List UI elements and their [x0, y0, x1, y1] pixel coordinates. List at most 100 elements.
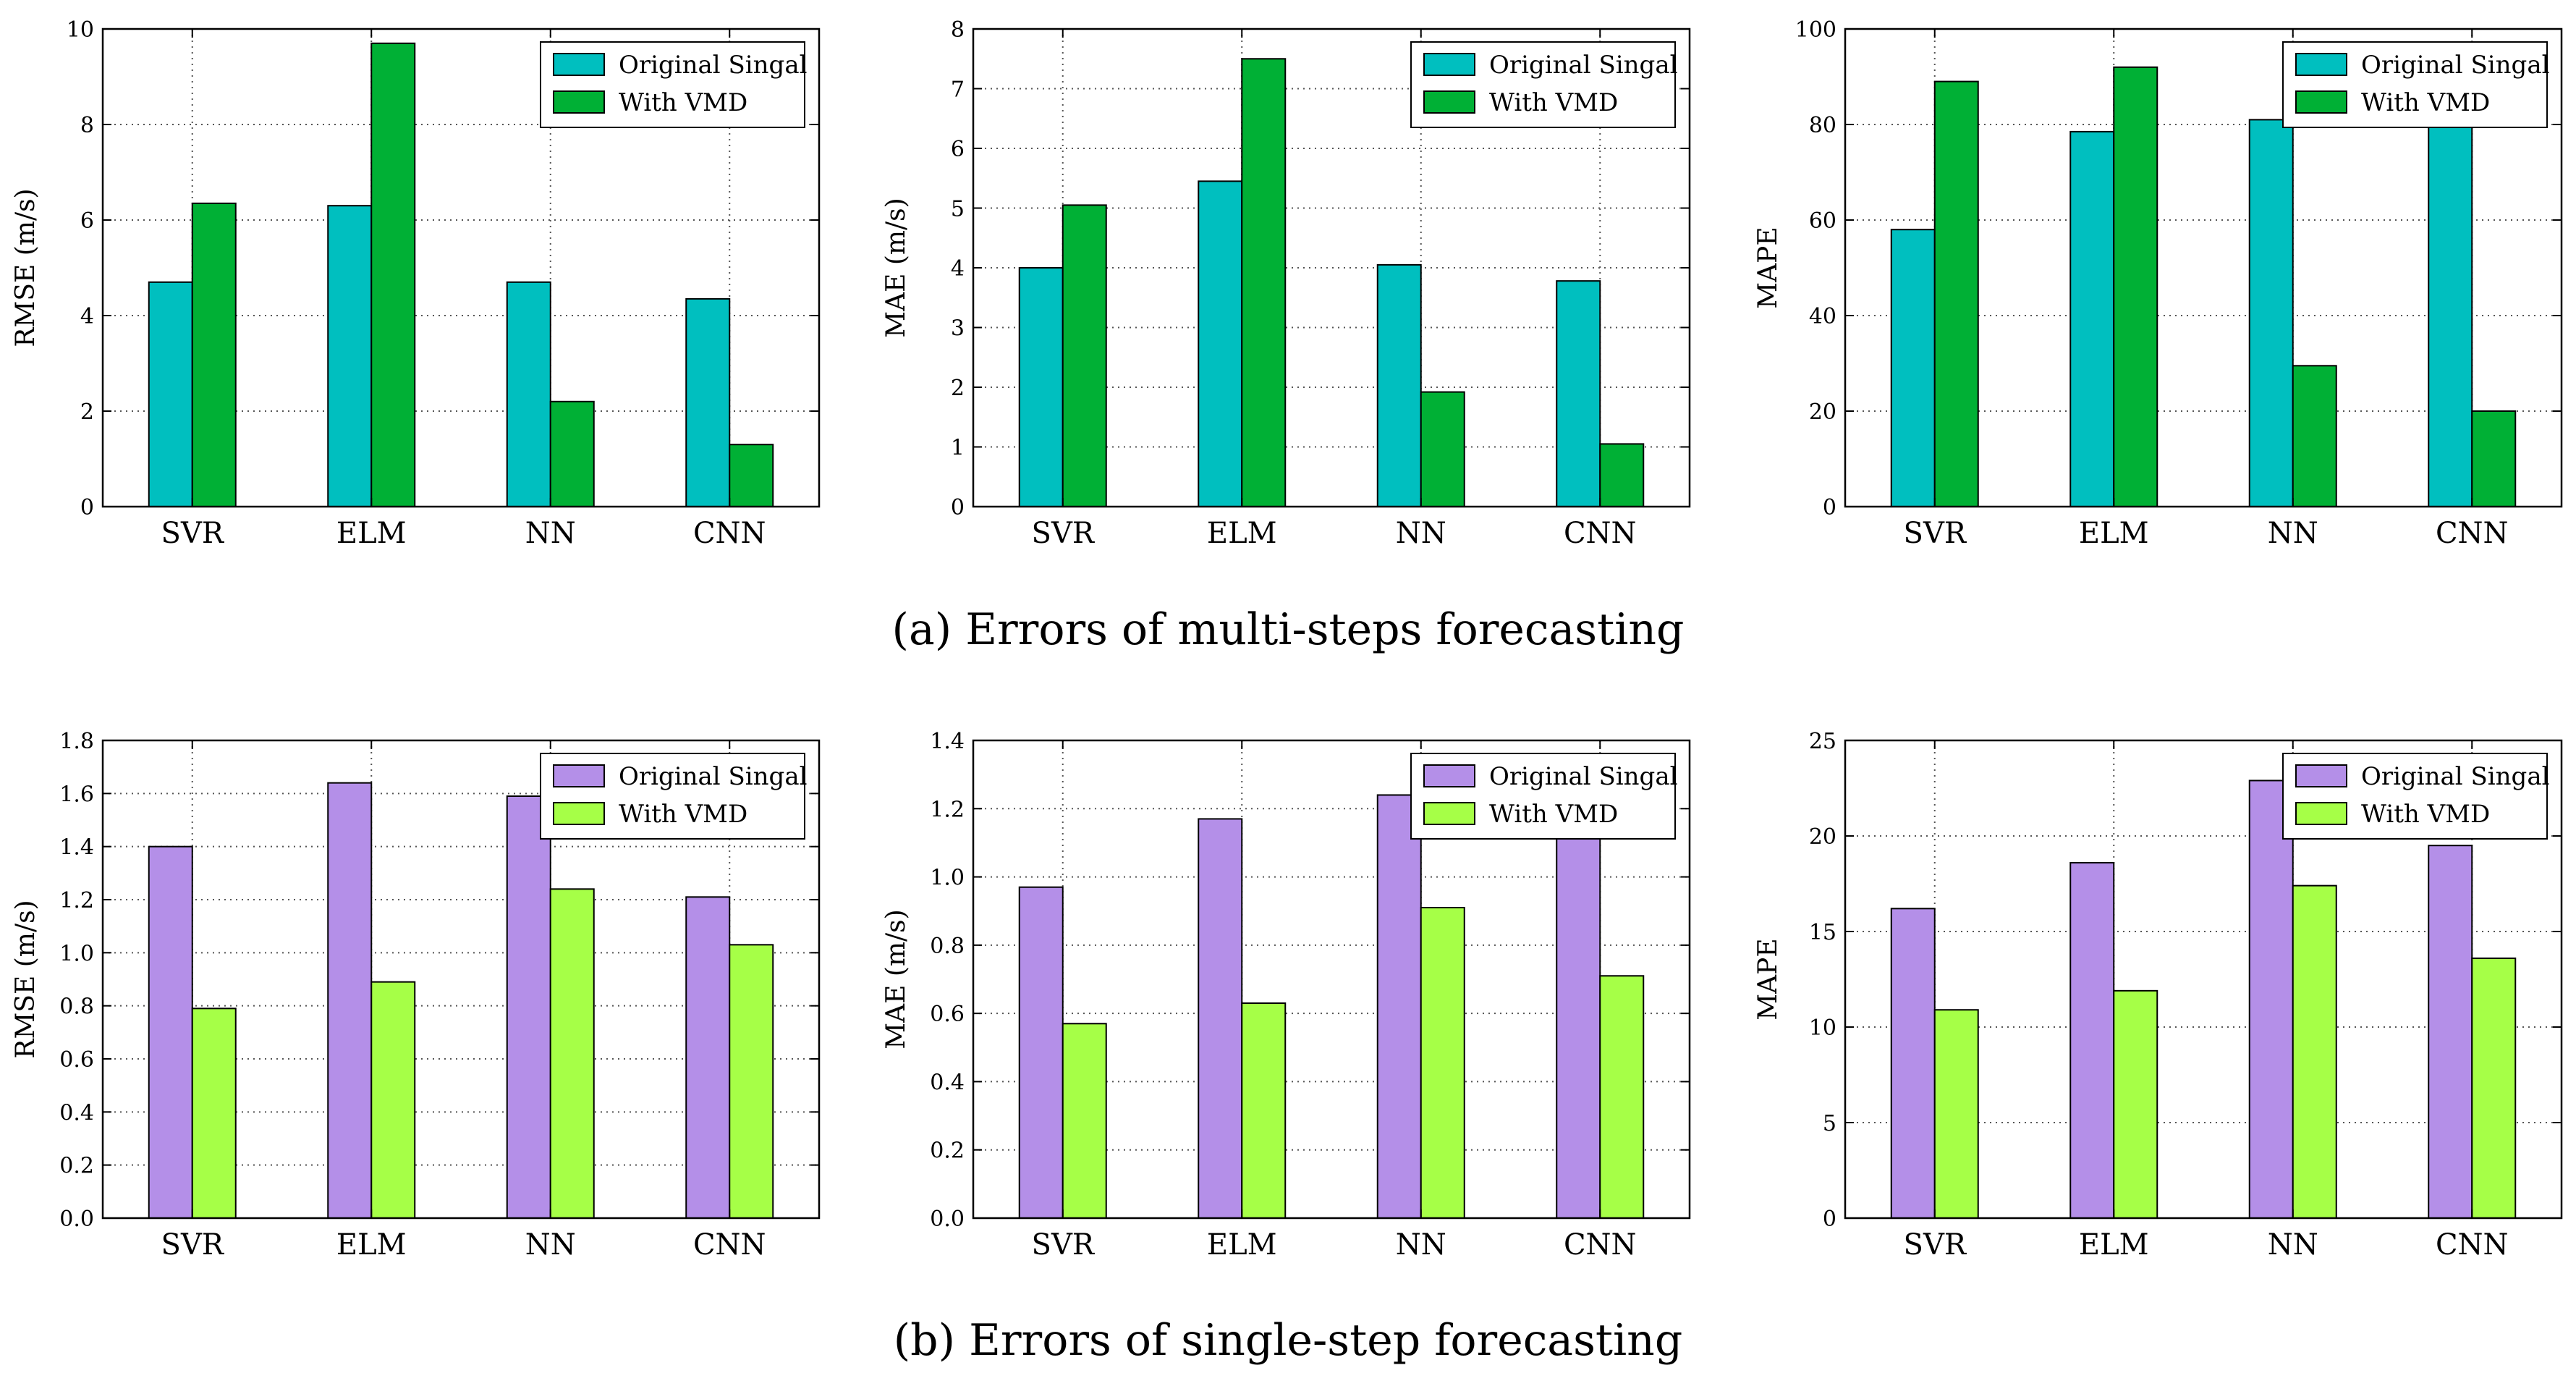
legend: Original Singal With VMD: [1410, 753, 1677, 840]
chart-panel-6: 0 5 10 15 20 25 SVR ELM NN CNN MAPE Original Singal…: [1753, 729, 2563, 1262]
y-tick-label: 6: [951, 137, 965, 162]
y-tick-label: 1: [951, 436, 965, 461]
y-tick-label: 4: [951, 256, 965, 282]
y-axis-label: RMSE (m/s): [11, 188, 41, 347]
bar-vmd-svr: [1062, 204, 1107, 507]
y-tick-label: 10: [67, 17, 94, 43]
bar-vmd-nn: [1420, 391, 1465, 507]
x-tick-label-cnn: CNN: [693, 1228, 766, 1262]
legend-label-vmd: With VMD: [2361, 800, 2490, 829]
legend-swatch-original: [2295, 764, 2347, 787]
legend-swatch-original: [1423, 53, 1475, 76]
y-tick-label: 5: [951, 197, 965, 222]
bar-vmd-elm: [1241, 1002, 1287, 1219]
legend-swatch-vmd: [1423, 802, 1475, 825]
x-tick-label-elm: ELM: [2079, 517, 2149, 550]
x-tick-label-elm: ELM: [1207, 517, 1277, 550]
legend-label-vmd: With VMD: [1489, 88, 1618, 117]
x-tick-label-nn: NN: [2268, 1228, 2318, 1262]
legend: Original Singal With VMD: [1410, 41, 1677, 128]
legend-label-vmd: With VMD: [619, 88, 747, 117]
x-tick-label-elm: ELM: [336, 517, 407, 550]
plot-frame: [101, 28, 821, 508]
legend-swatch-original: [2295, 53, 2347, 76]
x-tick-label-svr: SVR: [1904, 1228, 1967, 1262]
x-tick-label-nn: NN: [1396, 517, 1446, 550]
legend-swatch-original: [1423, 764, 1475, 787]
bar-vmd-cnn: [2471, 957, 2517, 1219]
legend-label-original: Original Singal: [619, 762, 807, 791]
y-tick-label: 2: [951, 376, 965, 401]
legend: Original Singal With VMD: [540, 41, 807, 128]
bar-original-nn: [1376, 794, 1422, 1219]
bar-original-elm: [2069, 861, 2115, 1219]
legend-swatch-vmd: [2295, 802, 2347, 825]
y-tick-label: 6: [80, 208, 94, 234]
bar-original-svr: [1890, 229, 1936, 507]
legend-label-original: Original Singal: [2361, 51, 2549, 80]
x-tick-label-elm: ELM: [2079, 1228, 2149, 1262]
x-tick-label-cnn: CNN: [1564, 517, 1637, 550]
plot-frame: [1844, 28, 2563, 508]
bar-vmd-cnn: [2471, 410, 2517, 507]
y-tick-label: 20: [1809, 824, 1836, 850]
legend: Original Singal With VMD: [2282, 41, 2549, 128]
y-tick-label: 1.0: [930, 866, 965, 891]
x-tick-label-svr: SVR: [161, 517, 225, 550]
bar-original-svr: [1018, 267, 1064, 507]
caption-multi-step: (a) Errors of multi-steps forecasting: [891, 604, 1685, 655]
y-tick-label: 0.0: [59, 1207, 94, 1232]
chart-panel-4: 0.0 0.2 0.4 0.6 0.8 1.0 1.2 1.4 1.6 1.8 SVR ELM NN CN…: [11, 729, 821, 1262]
y-tick-label: 1.8: [59, 729, 94, 754]
y-tick-label: 7: [951, 77, 965, 103]
x-tick-label-nn: NN: [2268, 517, 2318, 550]
legend-label-original: Original Singal: [1489, 51, 1677, 80]
y-tick-label: 0: [80, 495, 94, 520]
bar-vmd-cnn: [1599, 443, 1645, 507]
bar-original-cnn: [685, 297, 731, 507]
bar-vmd-nn: [2292, 365, 2337, 507]
y-tick-label: 0: [1823, 495, 1836, 520]
bar-original-cnn: [2428, 845, 2473, 1219]
y-tick-label: 1.4: [59, 835, 94, 861]
y-axis-label: MAPE: [1753, 227, 1783, 308]
bar-vmd-elm: [370, 981, 416, 1219]
y-tick-label: 0.4: [930, 1070, 965, 1095]
bar-vmd-nn: [2292, 884, 2337, 1219]
legend-label-vmd: With VMD: [2361, 88, 2490, 117]
y-tick-label: 3: [951, 316, 965, 342]
legend-label-vmd: With VMD: [619, 800, 747, 829]
y-tick-label: 1.6: [59, 782, 94, 807]
bar-vmd-cnn: [1599, 975, 1645, 1220]
plot-frame: [101, 739, 821, 1220]
y-tick-label: 0.8: [930, 934, 965, 959]
bar-original-cnn: [1556, 821, 1601, 1219]
bar-vmd-cnn: [729, 444, 774, 508]
legend-swatch-vmd: [553, 90, 605, 114]
bar-vmd-elm: [370, 42, 416, 508]
y-tick-label: 0.6: [930, 1002, 965, 1027]
legend-swatch-vmd: [1423, 90, 1475, 114]
plot-frame: [1844, 739, 2563, 1220]
chart-panel-2: 0 1 2 3 4 5 6 7 8 SVR ELM NN CNN MAE (m/s) Original Si…: [881, 17, 1691, 550]
y-tick-label: 0.0: [930, 1207, 965, 1232]
legend: Original Singal With VMD: [2282, 753, 2549, 840]
y-tick-label: 0.8: [59, 994, 94, 1020]
y-tick-label: 4: [80, 304, 94, 329]
y-tick-label: 2: [80, 400, 94, 425]
y-tick-label: 0.4: [59, 1100, 94, 1125]
bar-original-elm: [327, 205, 373, 507]
x-tick-label-nn: NN: [525, 517, 576, 550]
legend-label-original: Original Singal: [619, 51, 807, 80]
bar-original-nn: [2248, 780, 2294, 1219]
x-tick-label-nn: NN: [1396, 1228, 1446, 1262]
y-tick-label: 8: [80, 113, 94, 138]
y-tick-label: 80: [1809, 113, 1836, 138]
bar-vmd-svr: [1933, 80, 1979, 508]
bar-vmd-elm: [1241, 58, 1287, 507]
legend-label-original: Original Singal: [1489, 762, 1677, 791]
bar-original-elm: [1198, 818, 1243, 1219]
x-tick-label-elm: ELM: [336, 1228, 407, 1262]
legend-label-vmd: With VMD: [1489, 800, 1618, 829]
y-tick-label: 8: [951, 17, 965, 43]
